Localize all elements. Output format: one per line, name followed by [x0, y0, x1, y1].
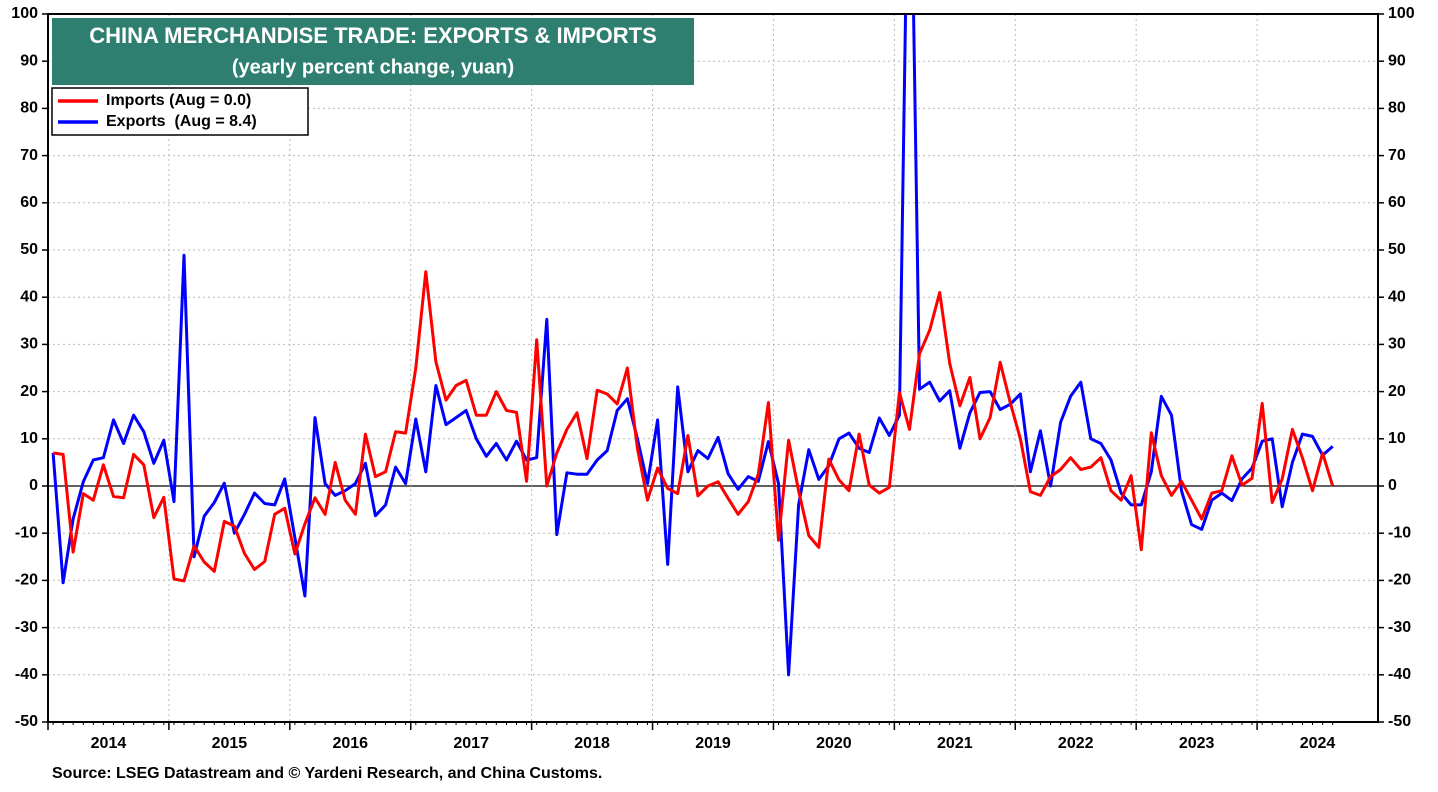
- y-tick-label: -40: [15, 666, 38, 683]
- y-tick-label: 20: [20, 383, 38, 400]
- y-tick-label: 70: [20, 147, 38, 164]
- y-tick-label: 60: [20, 194, 38, 211]
- title-box: [52, 18, 694, 85]
- y-tick-label: 100: [11, 5, 38, 22]
- y2-tick-label: -50: [1388, 713, 1411, 730]
- plot-frame: [47, 13, 1379, 723]
- y2-tick-label: 60: [1388, 194, 1406, 211]
- y-tick-label: -20: [15, 572, 38, 589]
- y2-tick-label: 30: [1388, 336, 1406, 353]
- x-tick-label: 2016: [332, 735, 368, 752]
- chart-title: CHINA MERCHANDISE TRADE: EXPORTS & IMPOR…: [89, 23, 657, 48]
- x-tick-label: 2014: [91, 735, 127, 752]
- y2-tick-label: 80: [1388, 100, 1406, 117]
- y2-tick-label: 20: [1388, 383, 1406, 400]
- x-tick-label: 2024: [1300, 735, 1336, 752]
- x-tick-label: 2022: [1058, 735, 1094, 752]
- chart-subtitle: (yearly percent change, yuan): [232, 56, 514, 78]
- y2-tick-label: 50: [1388, 241, 1406, 258]
- y2-tick-label: 70: [1388, 147, 1406, 164]
- y-tick-label: 30: [20, 336, 38, 353]
- legend-label: Exports (Aug = 8.4): [106, 113, 257, 130]
- source-note: Source: LSEG Datastream and © Yardeni Re…: [52, 765, 602, 782]
- y-tick-label: -50: [15, 713, 38, 730]
- plot-lines: [51, 14, 1335, 677]
- y-tick-label: 10: [20, 430, 38, 447]
- x-tick-label: 2015: [212, 735, 248, 752]
- legend-box: [51, 87, 309, 136]
- series-line: [52, 270, 1335, 583]
- legend-label: Imports (Aug = 0.0): [106, 92, 251, 109]
- y-tick-label: 90: [20, 52, 38, 69]
- y-tick-label: 0: [29, 477, 38, 494]
- y-tick-label: 40: [20, 288, 38, 305]
- x-tick-label: 2019: [695, 735, 731, 752]
- y2-tick-label: -10: [1388, 524, 1411, 541]
- y-tick-label: -30: [15, 619, 38, 636]
- y2-tick-label: -40: [1388, 666, 1411, 683]
- y-tick-label: 50: [20, 241, 38, 258]
- x-tick-label: 2020: [816, 735, 852, 752]
- x-tick-label: 2021: [937, 735, 973, 752]
- y2-tick-label: -30: [1388, 619, 1411, 636]
- y2-tick-label: 100: [1388, 5, 1415, 22]
- y-tick-label: 80: [20, 100, 38, 117]
- y2-tick-label: 40: [1388, 288, 1406, 305]
- y-tick-label: -10: [15, 524, 38, 541]
- y2-tick-label: -20: [1388, 572, 1411, 589]
- x-tick-label: 2018: [574, 735, 610, 752]
- x-tick-label: 2023: [1179, 735, 1215, 752]
- x-tick-label: 2017: [453, 735, 489, 752]
- y2-tick-label: 0: [1388, 477, 1397, 494]
- y2-tick-label: 90: [1388, 52, 1406, 69]
- y2-tick-label: 10: [1388, 430, 1406, 447]
